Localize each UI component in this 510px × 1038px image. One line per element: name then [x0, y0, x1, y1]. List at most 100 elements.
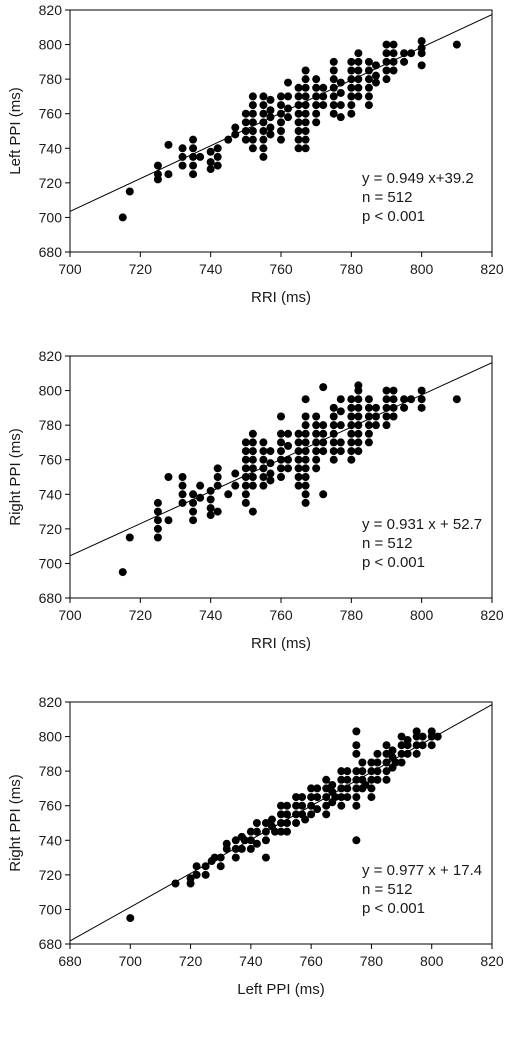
data-point	[373, 767, 382, 776]
data-point	[343, 793, 352, 802]
data-point	[178, 498, 187, 507]
data-point	[178, 481, 187, 490]
data-point	[301, 101, 310, 110]
data-point	[382, 767, 391, 776]
x-tick-label: 760	[269, 607, 293, 623]
data-point	[189, 170, 198, 179]
data-point	[164, 473, 173, 481]
data-point	[352, 801, 361, 810]
y-tick-label: 680	[39, 590, 63, 606]
data-point	[400, 57, 409, 66]
data-point	[347, 92, 356, 101]
data-point	[277, 464, 285, 473]
y-tick-label: 820	[39, 694, 63, 710]
data-point	[294, 101, 303, 110]
data-point	[118, 213, 127, 222]
data-point	[277, 135, 285, 144]
data-point	[329, 429, 338, 438]
regression-annotation: n = 512	[362, 535, 412, 552]
y-tick-label: 740	[39, 486, 63, 502]
data-point	[373, 758, 382, 767]
data-point	[352, 836, 361, 845]
data-point	[427, 741, 436, 750]
data-point	[329, 438, 338, 447]
data-point	[412, 727, 421, 736]
y-tick-label: 680	[39, 936, 63, 952]
x-tick-label: 720	[129, 261, 153, 277]
data-point	[367, 775, 376, 784]
data-point	[266, 130, 275, 139]
x-tick-label: 680	[58, 953, 82, 969]
y-tick-label: 740	[39, 140, 63, 156]
data-point	[412, 749, 421, 758]
data-point	[343, 784, 352, 793]
data-point	[336, 421, 345, 430]
data-point	[277, 118, 285, 127]
data-point	[427, 727, 436, 736]
data-point	[328, 780, 337, 789]
data-point	[259, 464, 268, 473]
data-point	[192, 870, 201, 879]
data-point	[313, 784, 322, 793]
data-point	[301, 421, 310, 430]
data-point	[301, 490, 310, 499]
data-point	[164, 140, 173, 149]
data-point	[301, 815, 310, 824]
data-point	[331, 793, 340, 802]
data-point	[354, 403, 363, 412]
data-point	[294, 135, 303, 144]
data-point	[352, 727, 361, 736]
data-point	[329, 447, 338, 456]
data-point	[196, 152, 205, 161]
data-point	[382, 758, 391, 767]
data-point	[418, 741, 427, 750]
data-point	[319, 429, 328, 438]
data-point	[241, 127, 250, 135]
data-point	[153, 498, 162, 507]
data-point	[354, 75, 363, 84]
data-point	[277, 109, 285, 118]
y-tick-label: 740	[39, 832, 63, 848]
data-point	[361, 780, 370, 789]
data-point	[371, 71, 380, 80]
data-point	[267, 815, 276, 824]
data-point	[389, 57, 398, 66]
data-point	[354, 83, 363, 92]
data-point	[307, 784, 316, 793]
data-point	[347, 75, 356, 84]
data-point	[322, 801, 331, 810]
data-point	[261, 819, 270, 827]
data-point	[259, 127, 268, 135]
data-point	[192, 862, 201, 871]
data-point	[388, 746, 397, 755]
data-point	[367, 784, 376, 793]
data-point	[231, 836, 240, 845]
data-point	[298, 793, 307, 802]
data-point	[189, 507, 198, 516]
regression-annotation: p < 0.001	[362, 208, 425, 225]
data-point	[153, 533, 162, 542]
data-point	[312, 447, 321, 456]
data-point	[231, 469, 240, 478]
data-point	[252, 827, 261, 836]
data-point	[259, 92, 268, 101]
data-point	[294, 473, 303, 481]
y-tick-label: 820	[39, 348, 63, 364]
data-point	[347, 421, 356, 430]
data-point	[189, 135, 198, 144]
data-point	[126, 914, 135, 923]
y-tick-label: 780	[39, 417, 63, 433]
data-point	[389, 66, 398, 75]
data-point	[371, 61, 380, 70]
data-point	[259, 135, 268, 144]
data-point	[164, 516, 173, 525]
data-point	[389, 403, 398, 412]
data-point	[241, 438, 250, 447]
data-point	[312, 438, 321, 447]
data-point	[364, 438, 373, 447]
data-point	[358, 758, 367, 767]
data-point	[294, 438, 303, 447]
x-tick-label: 700	[119, 953, 143, 969]
data-point	[196, 481, 205, 490]
